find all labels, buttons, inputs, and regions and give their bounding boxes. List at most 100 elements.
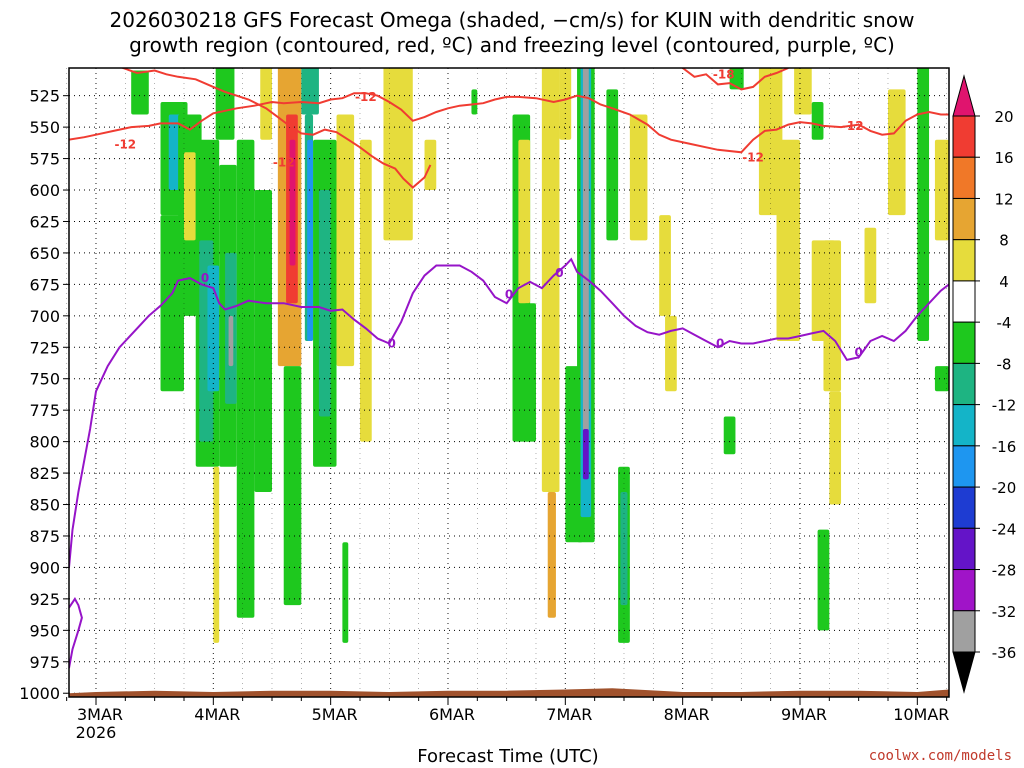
omega-cell — [582, 429, 589, 480]
dendritic-contour-label: -12 — [355, 90, 377, 104]
y-tick-label: 575 — [29, 150, 60, 169]
y-tick-label: 525 — [29, 87, 60, 106]
omega-cell — [794, 68, 812, 115]
omega-cell — [547, 491, 556, 618]
freezing-contour-label: 0 — [201, 271, 209, 285]
y-tick-label: 750 — [29, 370, 60, 389]
omega-cell — [131, 70, 149, 115]
omega-cell — [318, 190, 331, 417]
omega-cell — [359, 139, 372, 442]
omega-cell — [817, 529, 830, 631]
dendritic-contour-label: -12 — [114, 138, 136, 152]
omega-cell — [887, 89, 906, 216]
colorbar-tick-label: 12 — [994, 190, 1013, 208]
colorbar-tick-label: -36 — [992, 644, 1017, 662]
omega-shading-layer — [131, 68, 949, 643]
x-tick-label: 3MAR — [77, 705, 123, 724]
y-tick-label: 725 — [29, 338, 60, 357]
y-tick-label: 650 — [29, 244, 60, 263]
plot-frame — [68, 67, 950, 698]
pressure-axis: 525 550 575 600 625 650 675 700 725 750 775 800 825 8… — [19, 87, 69, 703]
colorbar-top-arrow — [952, 74, 976, 117]
colorbar-bottom-arrow — [952, 651, 976, 694]
omega-cell — [823, 240, 842, 392]
colorbar-tick-label: -8 — [997, 355, 1012, 373]
y-tick-label: 950 — [29, 621, 60, 640]
y-tick-label: 700 — [29, 307, 60, 326]
colorbar-segment — [952, 156, 976, 199]
omega-cell — [228, 315, 234, 367]
freezing-level-contour-lower — [69, 596, 83, 669]
omega-cell — [829, 391, 842, 505]
omega-cell — [723, 416, 736, 455]
freezing-contour-label: 0 — [505, 287, 513, 301]
x-tick-label: 6MAR — [429, 705, 475, 724]
x-tick-label: 10MAR — [893, 705, 949, 724]
omega-cell — [811, 101, 824, 140]
colorbar-tick-label: -32 — [992, 603, 1017, 621]
omega-cell — [254, 190, 272, 492]
y-tick-label: 550 — [29, 118, 60, 137]
dendritic-contour-label: -12 — [273, 155, 295, 169]
colorbar-segment — [952, 486, 976, 529]
omega-cell — [934, 139, 949, 241]
y-tick-label: 900 — [29, 558, 60, 577]
omega-cell — [665, 315, 677, 392]
colorbar-tick-label: -16 — [992, 438, 1017, 456]
x-axis-label: Forecast Time (UTC) — [417, 746, 598, 767]
y-tick-label: 1000 — [19, 684, 60, 703]
freezing-contour-label: 0 — [854, 345, 862, 359]
omega-cell — [424, 139, 437, 191]
omega-cell — [606, 89, 619, 241]
site-credit: coolwx.com/models — [869, 748, 1012, 764]
freezing-level-contour — [69, 257, 949, 568]
omega-cell — [183, 152, 196, 241]
colorbar-segment — [952, 610, 976, 653]
omega-cell — [283, 366, 302, 606]
colorbar-tick-label: 8 — [999, 232, 1009, 250]
x-tick-year-label: 2026 — [76, 723, 117, 742]
omega-cell — [934, 366, 949, 392]
y-tick-label: 975 — [29, 653, 60, 672]
x-tick-label: 4MAR — [194, 705, 240, 724]
colorbar-segment — [952, 569, 976, 612]
omega-cell — [659, 215, 671, 316]
colorbar-tick-label: 4 — [999, 273, 1009, 291]
omega-cell — [168, 114, 181, 191]
omega-cell — [917, 68, 930, 341]
omega-cell — [629, 114, 648, 241]
colorbar-tick-label: -24 — [992, 520, 1017, 538]
omega-cell — [471, 89, 478, 115]
dendritic-contour-upper-boundary — [120, 68, 432, 189]
colorbar-segment — [952, 280, 976, 323]
terrain-fill — [69, 688, 949, 697]
omega-cell — [864, 227, 877, 304]
chart-title-line2: growth region (contoured, red, ºC) and f… — [129, 33, 895, 57]
omega-cell — [289, 139, 296, 266]
omega-cell — [213, 466, 220, 643]
dendritic-contour-minus18 — [682, 68, 789, 91]
omega-cell — [383, 68, 413, 241]
y-tick-label: 875 — [29, 527, 60, 546]
colorbar-segment — [952, 445, 976, 488]
y-tick-label: 625 — [29, 212, 60, 231]
colorbar-segment — [952, 527, 976, 571]
dendritic-contour-label: -18 — [713, 67, 735, 81]
x-tick-label: 9MAR — [781, 705, 827, 724]
x-tick-label: 8MAR — [664, 705, 710, 724]
freezing-contour-label: 0 — [555, 266, 563, 280]
y-tick-label: 850 — [29, 496, 60, 515]
omega-cell — [524, 303, 536, 442]
chart-title-line1: 2026030218 GFS Forecast Omega (shaded, −… — [110, 8, 915, 32]
freezing-contour-label: 0 — [716, 337, 724, 351]
omega-cell — [301, 68, 319, 115]
dendritic-contour-label: -12 — [742, 150, 764, 164]
colorbar-tick-label: -20 — [992, 479, 1017, 497]
x-tick-label: 5MAR — [312, 705, 358, 724]
colorbar-segment — [952, 239, 976, 282]
x-tick-label: 7MAR — [546, 705, 592, 724]
omega-colorbar: 20 16 12 8 4 -4 -8 -12 -16 -20 -24 -28 -32 -36 — [952, 74, 1017, 694]
colorbar-segment — [952, 115, 976, 158]
